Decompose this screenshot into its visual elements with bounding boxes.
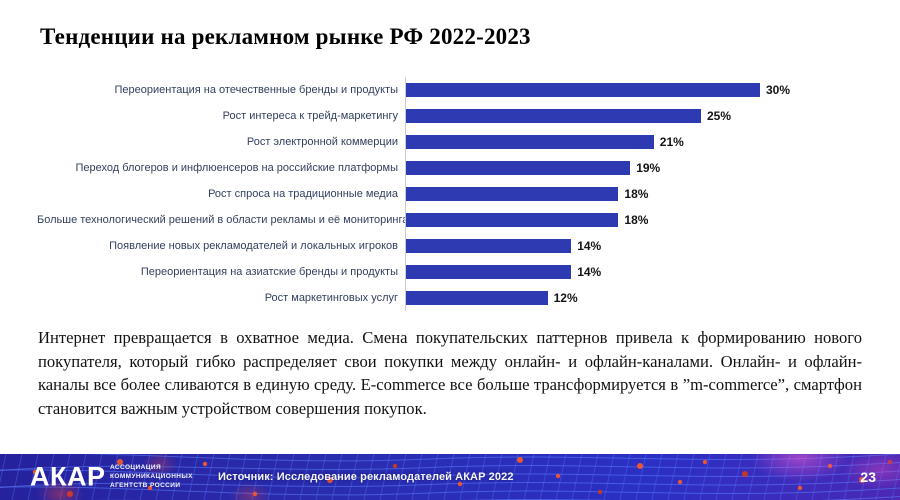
bar-row: Рост электронной коммерции 21% xyxy=(37,129,817,155)
bar-track: 12% xyxy=(405,285,817,311)
bar-track: 18% xyxy=(405,207,817,233)
logo-tagline-line: АССОЦИАЦИЯ xyxy=(110,463,162,471)
bar-track: 14% xyxy=(405,259,817,285)
bar-track: 19% xyxy=(405,155,817,181)
bar-value-label: 14% xyxy=(577,265,602,279)
bar xyxy=(406,239,572,253)
bar xyxy=(406,83,760,97)
bar-label: Рост электронной коммерции xyxy=(246,136,398,148)
source-text: Источник: Исследование рекламодателей АК… xyxy=(218,471,514,483)
bar-chart: Переориентация на отечественные бренды и… xyxy=(37,77,817,311)
bar-row: Рост маркетинговых услуг 12% xyxy=(37,285,817,311)
bar-track: 25% xyxy=(405,103,817,129)
bar-row: Больше технологический решений в области… xyxy=(37,207,817,233)
bar-label: Рост маркетинговых услуг xyxy=(264,292,398,304)
bar-value-label: 25% xyxy=(707,109,732,123)
mesh-background-graphic xyxy=(0,454,900,500)
bar-row: Появление новых рекламодателей и локальн… xyxy=(37,233,817,259)
bar-value-label: 18% xyxy=(624,213,649,227)
bar-row: Переход блогеров и инфлюенсеров на росси… xyxy=(37,155,817,181)
bar-row: Рост интереса к трейд-маркетингу 25% xyxy=(37,103,817,129)
page-number: 23 xyxy=(860,469,876,485)
bar-label: Рост спроса на традиционные медиа xyxy=(208,188,398,200)
bar xyxy=(406,161,631,175)
bar-row: Переориентация на азиатские бренды и про… xyxy=(37,259,817,285)
body-paragraph: Интернет превращается в охватное медиа. … xyxy=(38,328,862,419)
bar-label: Появление новых рекламодателей и локальн… xyxy=(109,240,398,252)
bar-value-label: 19% xyxy=(636,161,661,175)
logo-tagline-line: КОММУНИКАЦИОННЫХ xyxy=(110,472,193,480)
bar-track: 18% xyxy=(405,181,817,207)
bar xyxy=(406,213,619,227)
bar xyxy=(406,109,701,123)
bar-track: 21% xyxy=(405,129,817,155)
bar xyxy=(406,187,619,201)
bar-label: Рост интереса к трейд-маркетингу xyxy=(222,110,398,122)
bar-value-label: 14% xyxy=(577,239,602,253)
bar-label: Переориентация на отечественные бренды и… xyxy=(114,84,398,96)
bar-track: 14% xyxy=(405,233,817,259)
bar-label: Переход блогеров и инфлюенсеров на росси… xyxy=(75,162,398,174)
bar-value-label: 12% xyxy=(553,291,578,305)
logo-tagline-line: АГЕНТСТВ РОССИИ xyxy=(110,481,181,489)
bar-value-label: 30% xyxy=(766,83,791,97)
page-title: Тенденции на рекламном рынке РФ 2022-202… xyxy=(40,24,531,49)
footer-band: АКАР АССОЦИАЦИЯ КОММУНИКАЦИОННЫХ АГЕНТСТ… xyxy=(0,454,900,500)
bar xyxy=(406,291,548,305)
bar xyxy=(406,135,654,149)
bar xyxy=(406,265,572,279)
bar-row: Рост спроса на традиционные медиа 18% xyxy=(37,181,817,207)
bar-label: Переориентация на азиатские бренды и про… xyxy=(140,266,398,278)
bar-value-label: 18% xyxy=(624,187,649,201)
bar-row: Переориентация на отечественные бренды и… xyxy=(37,77,817,103)
footer-content: АКАР АССОЦИАЦИЯ КОММУНИКАЦИОННЫХ АГЕНТСТ… xyxy=(0,454,900,500)
bar-label: Больше технологический решений в области… xyxy=(37,214,409,226)
bar-value-label: 21% xyxy=(659,135,684,149)
akar-logo-tagline: АССОЦИАЦИЯ КОММУНИКАЦИОННЫХ АГЕНТСТВ РОС… xyxy=(110,464,193,490)
bar-track: 30% xyxy=(405,77,817,103)
akar-logo: АКАР xyxy=(30,461,106,492)
